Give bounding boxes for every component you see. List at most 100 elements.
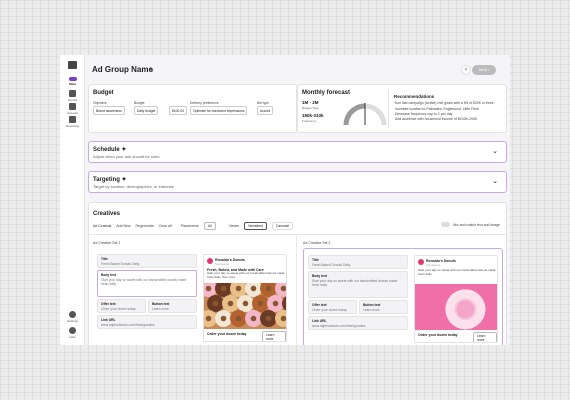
donut [260, 310, 277, 327]
field-value: www.ralphsdonuts.com/freshgoodies [101, 323, 155, 327]
field[interactable]: Offer text Order your dozen today [97, 299, 146, 313]
field-label: Title [101, 257, 108, 261]
field-select[interactable]: Daily budget [134, 106, 159, 115]
nav-item[interactable]: Help [60, 327, 85, 339]
field-label: Delivery preference [190, 101, 219, 105]
nav-item[interactable]: Accord [60, 90, 85, 102]
frequency-label: Frequency [302, 119, 317, 123]
nav-label: Meta [69, 82, 76, 86]
field[interactable]: Title Fresh Baked Donuts Daily [308, 255, 408, 269]
donut [204, 310, 217, 327]
budget-field: Delivery preference Optimize for maximum … [190, 101, 248, 115]
brand-name: Ronaldo's Donuts [215, 258, 245, 262]
nav-item[interactable]: Meta [60, 77, 85, 86]
set-name: Ad Creative Set 1 [93, 241, 121, 245]
toolbar-item[interactable]: Add New [116, 224, 131, 228]
ad-headline: Fresh, Baked, and Made with Care [207, 268, 264, 272]
budget-card: Budget Objective Brand awareness Budget Dai… [88, 84, 297, 133]
field[interactable]: Body text Start your day so sweet with ou… [97, 270, 197, 297]
donut [275, 283, 286, 297]
cta-button[interactable]: Learn more [262, 331, 286, 341]
mix-toggle[interactable]: Mix and match text and image [441, 222, 500, 227]
donut [252, 295, 269, 312]
divider [89, 234, 508, 235]
forecast-title: Monthly forecast [302, 90, 351, 96]
toolbar-item[interactable]: Clear all [158, 224, 172, 228]
nav-icon [69, 90, 76, 97]
mix-label: Mix and match text and image [453, 222, 500, 227]
donut [222, 295, 239, 312]
donut [230, 310, 247, 327]
schedule-card[interactable]: Schedule ✦ Adjust when your ads should b… [88, 141, 507, 163]
donut [237, 295, 254, 312]
field[interactable]: Button text Learn more [359, 300, 408, 314]
field[interactable]: Body text Start your day so sweet with ou… [308, 271, 408, 298]
nav-label: Help [69, 335, 76, 339]
ad-body: Start your day so sweet with our handcra… [207, 271, 285, 279]
field-select[interactable]: $100.00 [169, 106, 187, 115]
next-button[interactable]: Next › [472, 65, 496, 75]
reach-label: Budget Type [302, 106, 319, 110]
field[interactable]: Link URL www.ralphsdonuts.com/freshgoodie… [97, 315, 197, 329]
nav-icon [69, 116, 76, 123]
donut [230, 283, 247, 297]
creatives-title: Creatives [93, 211, 121, 217]
field-select[interactable]: Brand awareness [93, 106, 125, 115]
view-toggle[interactable]: Carousel [271, 222, 294, 230]
chevron: ⌄ [492, 178, 498, 185]
field-value: Fresh Baked Donuts Daily [101, 262, 140, 266]
field-select[interactable]: Accord [257, 106, 274, 115]
edit-icon[interactable]: ✎ [149, 68, 155, 74]
nav-item[interactable]: Account [60, 103, 85, 115]
nav-item[interactable]: Reporting [60, 116, 85, 128]
targeting-card[interactable]: Targeting ✦ Target by location, demograp… [88, 171, 507, 193]
nav-label: Reporting [65, 124, 79, 128]
targeting-title: Targeting ✦ [93, 177, 127, 183]
divider [296, 236, 297, 345]
divider [388, 90, 389, 128]
nav-icon [69, 103, 76, 110]
nav-label: Settings [67, 319, 78, 323]
nav-label: Accord [67, 98, 78, 102]
field-value: Order your dozen today [312, 308, 347, 312]
nav-item[interactable]: Settings [60, 311, 85, 323]
field-label: Budget [134, 101, 145, 105]
toggle[interactable] [441, 222, 451, 227]
field-value: Start your day so sweet with our handcra… [101, 278, 187, 286]
field-label: Link URL [101, 318, 116, 322]
field-label: Link URL [312, 319, 327, 323]
field[interactable]: Button text Learn more [148, 299, 197, 313]
field[interactable]: Title Fresh Baked Donuts Daily [97, 254, 197, 268]
toolbar-item: Ad Controls [93, 224, 112, 228]
nav-icon [69, 311, 76, 318]
placements-select[interactable]: All [203, 222, 216, 230]
field-label: Button text [152, 302, 170, 306]
field[interactable]: Offer text Order your dozen today [308, 300, 357, 314]
ad-image [204, 283, 286, 329]
toolbar-item[interactable]: Regenerate [135, 224, 154, 228]
donut [215, 283, 232, 297]
field-label: Body text [312, 274, 328, 278]
field[interactable]: Link URL www.ralphsdonuts.com/freshgoodie… [308, 316, 408, 330]
offer-text: Order your dozen today [207, 332, 247, 336]
cta-button[interactable]: Learn more [473, 332, 497, 342]
field-value: Start your day so sweet with our handcra… [312, 279, 398, 287]
rec-bullet: Increase location to Palisades, Englewoo… [395, 107, 479, 111]
set-box: Title Fresh Baked Donuts Daily Body text St… [93, 248, 290, 345]
field-select[interactable]: Optimize for maximum impressions [190, 106, 248, 115]
donut [267, 295, 284, 312]
view-toggle[interactable]: Newsfeed [244, 222, 267, 230]
brand-name: Ronaldo's Donuts [426, 259, 456, 263]
field-value: www.ralphsdonuts.com/freshgoodies [312, 324, 366, 328]
schedule-title: Schedule ✦ [93, 147, 127, 153]
field-value: Learn more [152, 307, 169, 311]
donut [282, 295, 286, 312]
brand-avatar [207, 258, 213, 264]
rec-bullet: Decrease frequency cap to 2 per day [395, 112, 453, 116]
rec-bullet: Add audience with household income of $1… [395, 117, 478, 121]
donut [275, 310, 286, 327]
field-label: Button text [363, 303, 381, 307]
back-button[interactable]: ‹ [461, 65, 471, 75]
offer-text: Order your dozen today [418, 333, 458, 337]
field-label: Bid type [257, 101, 269, 105]
